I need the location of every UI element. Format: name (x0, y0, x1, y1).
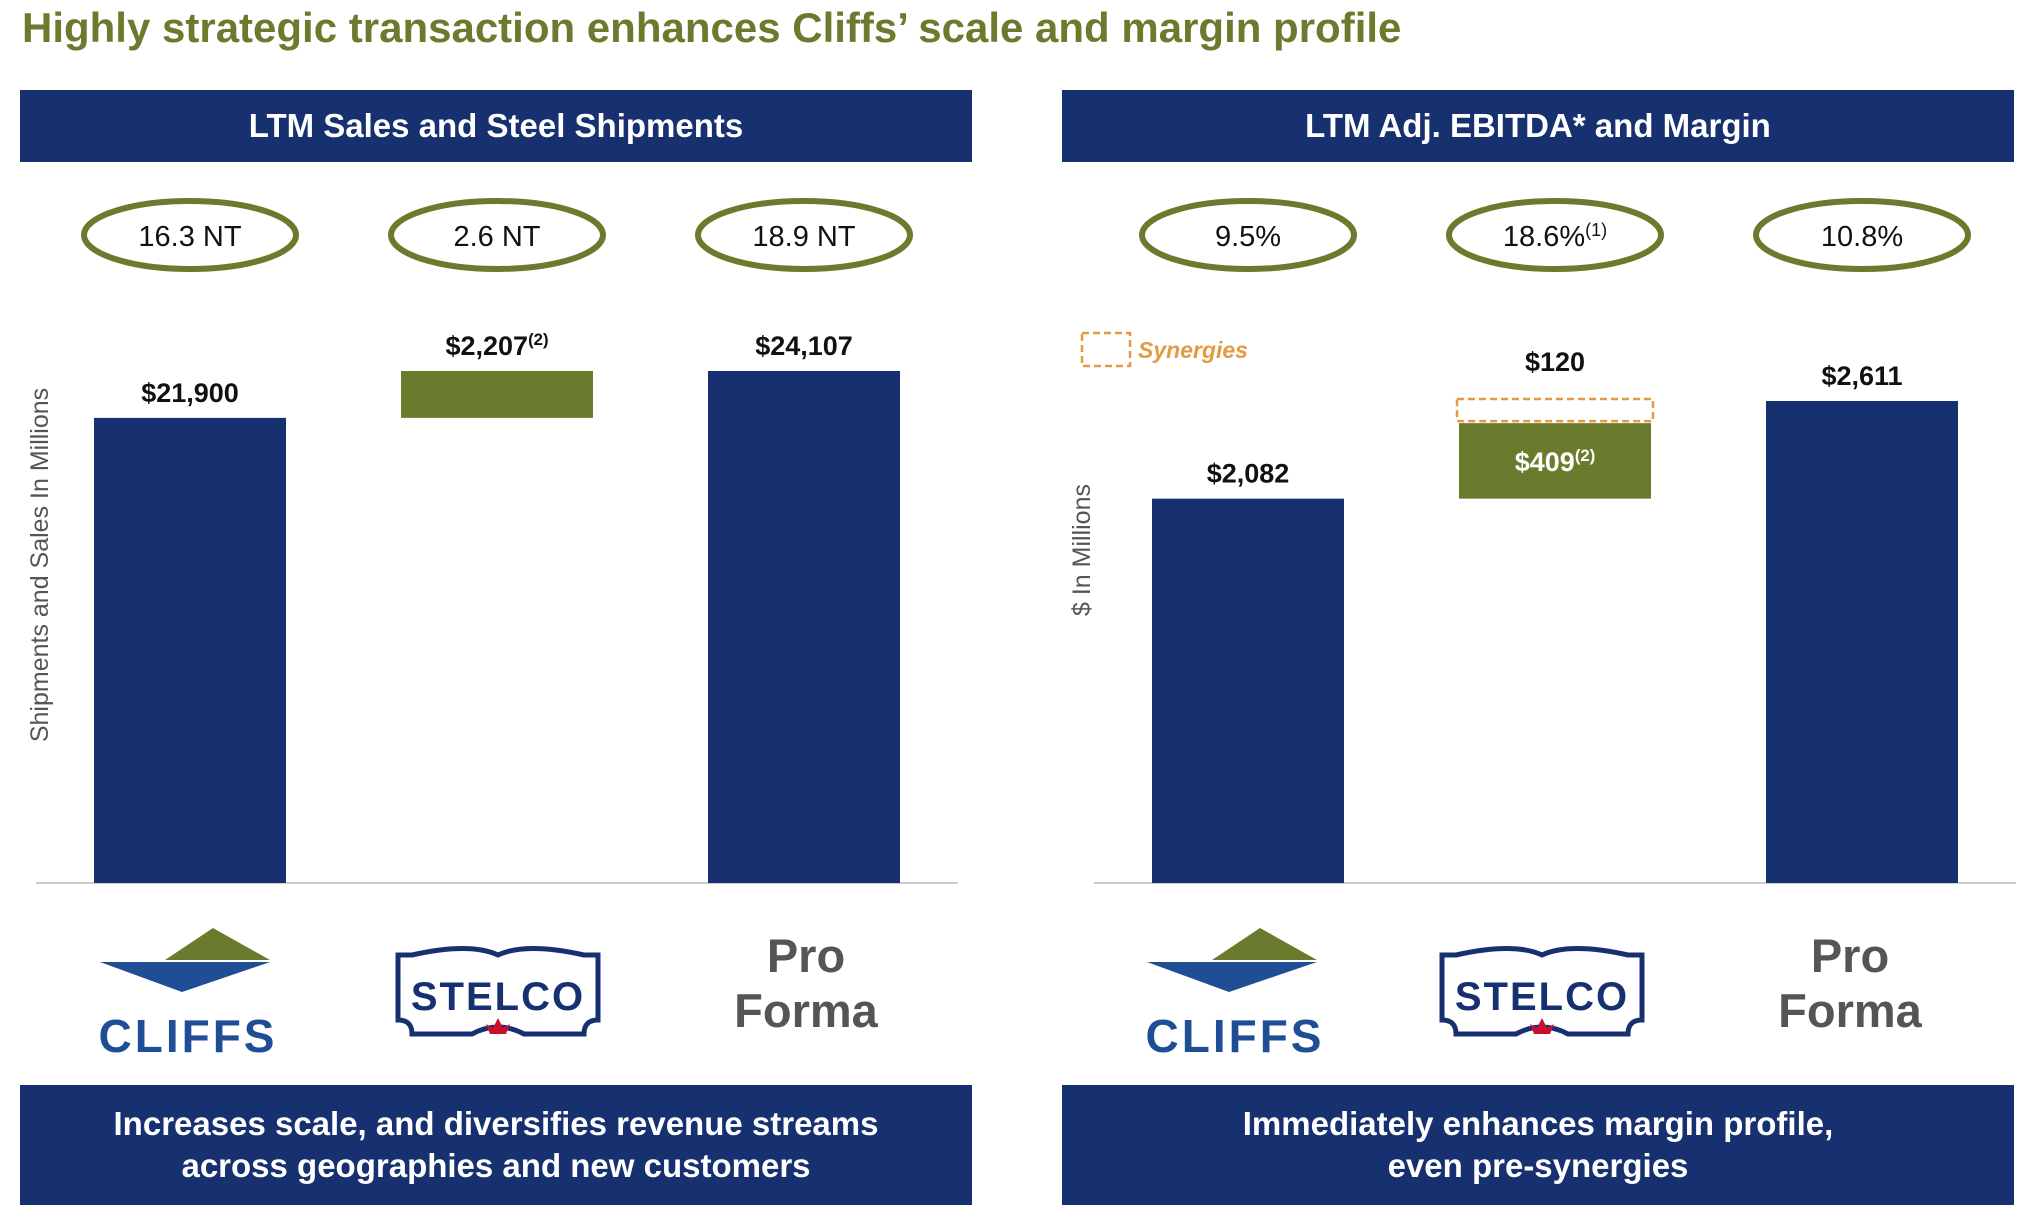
synergies-legend-swatch (1080, 331, 1132, 368)
right-chart-title: LTM Adj. EBITDA* and Margin (1305, 107, 1771, 144)
right-footer-line-2: even pre-synergies (1387, 1147, 1689, 1184)
cliffs-logo-mark-upper (165, 928, 270, 960)
left-footer-line-1: Increases scale, and diversifies revenue… (113, 1105, 879, 1142)
cliffs-logo-left: CLIFFS (99, 928, 278, 1062)
right-oval-2 (1753, 198, 1971, 272)
left-oval-2 (695, 198, 913, 272)
stelco-logo-text: STELCO (1455, 975, 1629, 1019)
pro-forma-line-2: Forma (1778, 984, 1922, 1037)
right-chart: $ In Millions Synergies 9.5% 18.6%(1) 10.8… (1068, 198, 2016, 884)
left-bar-label-0: $21,900 (141, 378, 239, 408)
cliffs-logo-text: CLIFFS (1146, 1010, 1325, 1062)
right-bar-0 (1152, 498, 1344, 883)
left-chart-title: LTM Sales and Steel Shipments (248, 107, 744, 144)
right-oval-0 (1139, 198, 1357, 272)
stelco-logo-badge (395, 946, 601, 1037)
pro-forma-label-right: Pro Forma (1740, 928, 1960, 1038)
right-y-axis-label: $ In Millions (1068, 484, 1096, 616)
synergies-legend-label: Synergies (1138, 337, 1248, 363)
stelco-logo-badge (1439, 946, 1645, 1037)
charts-canvas: Shipments and Sales In Millions 16.3 NT 2… (26, 198, 2016, 1062)
maple-leaf-icon (1530, 1018, 1554, 1034)
left-oval-label-1: 2.6 NT (453, 221, 540, 253)
right-bar-1 (1459, 423, 1651, 499)
cliffs-logo-mark-lower (1147, 962, 1317, 992)
stelco-logo-left: STELCO (395, 946, 601, 1037)
maple-leaf-icon (486, 1018, 510, 1034)
left-oval-1 (388, 198, 606, 272)
pro-forma-line-1: Pro (1810, 929, 1890, 982)
left-oval-label-0: 16.3 NT (138, 221, 241, 253)
left-bar-2 (708, 371, 900, 883)
page-title: Highly strategic transaction enhances Cl… (22, 4, 1402, 51)
cliffs-logo-right: CLIFFS (1146, 928, 1325, 1062)
right-oval-label-1: 18.6%(1) (1503, 220, 1607, 253)
right-synergy-bar-1 (1455, 397, 1655, 423)
cliffs-logo-mark-upper (1212, 928, 1317, 960)
pro-forma-line-2: Forma (734, 984, 878, 1037)
stelco-logo-right: STELCO (1439, 946, 1645, 1037)
left-y-axis-label: Shipments and Sales In Millions (26, 388, 54, 742)
left-oval-label-2: 18.9 NT (752, 221, 855, 253)
right-synergy-label-1: $120 (1525, 347, 1585, 377)
cliffs-logo-mark-lower (100, 962, 270, 992)
left-bar-label-1: $2,207(2) (445, 330, 548, 361)
left-footer-line-2: across geographies and new customers (181, 1147, 811, 1184)
pro-forma-line-1: Pro (766, 929, 846, 982)
right-bar-label-0: $2,082 (1207, 459, 1290, 489)
right-bar-2 (1766, 401, 1958, 883)
right-chart-header: LTM Adj. EBITDA* and Margin (1062, 90, 2014, 162)
left-chart: Shipments and Sales In Millions 16.3 NT 2… (26, 198, 958, 884)
synergies-legend: Synergies (1080, 331, 1248, 368)
stelco-logo-text: STELCO (411, 975, 585, 1019)
cliffs-logo-text: CLIFFS (99, 1010, 278, 1062)
right-oval-1 (1446, 198, 1664, 272)
right-oval-label-0: 9.5% (1215, 221, 1281, 253)
right-bar-label-1: $409(2) (1515, 446, 1596, 477)
right-footer-line-1: Immediately enhances margin profile, (1242, 1105, 1834, 1142)
left-oval-0 (81, 198, 299, 272)
left-chart-footer: Increases scale, and diversifies revenue… (20, 1085, 972, 1205)
left-chart-header: LTM Sales and Steel Shipments (20, 90, 972, 162)
right-bar-label-2: $2,611 (1821, 361, 1902, 391)
left-bar-1 (401, 371, 593, 418)
right-oval-label-2: 10.8% (1821, 221, 1903, 253)
left-bar-0 (94, 417, 286, 883)
pro-forma-label-left: Pro Forma (696, 928, 916, 1038)
right-chart-footer: Immediately enhances margin profile, eve… (1062, 1085, 2014, 1205)
left-bar-label-2: $24,107 (755, 331, 853, 361)
